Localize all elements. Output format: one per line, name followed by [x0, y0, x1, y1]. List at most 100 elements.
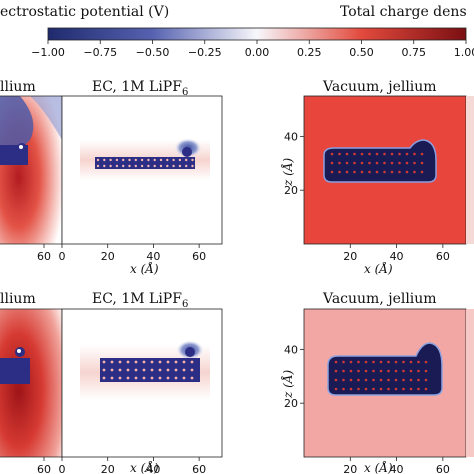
- x-tick-label: 40: [146, 250, 160, 263]
- atom-marker: [118, 360, 122, 364]
- atom-marker: [178, 164, 182, 168]
- atom-marker: [342, 387, 345, 391]
- colorbar-tick-label: 0.25: [297, 46, 322, 59]
- atom-marker: [190, 360, 194, 364]
- colorbar-tick-label: −0.75: [83, 46, 117, 59]
- atom-marker: [182, 376, 186, 380]
- atom-marker: [409, 378, 413, 382]
- panel-top-right-title: Vacuum, jellium: [322, 79, 437, 95]
- atom-marker: [345, 170, 349, 174]
- x-tick-label: 60: [436, 463, 450, 474]
- atom-marker: [379, 369, 383, 373]
- y-axis-label-bot-right: z (Å): [280, 370, 295, 399]
- atom-marker: [96, 158, 100, 162]
- atom-marker: [368, 161, 371, 165]
- atom-marker: [103, 164, 106, 168]
- atom-marker: [110, 376, 114, 380]
- atom-marker: [128, 164, 131, 168]
- atom-marker: [338, 161, 341, 165]
- atom-marker: [394, 369, 398, 373]
- atom-marker: [147, 164, 150, 168]
- atom-marker: [349, 387, 353, 391]
- y-axis-label-top-right: z (Å): [280, 158, 295, 187]
- atom-marker: [115, 158, 119, 162]
- atom-marker: [153, 158, 156, 162]
- atom-marker: [174, 368, 178, 372]
- y-tick-label: 40: [284, 343, 298, 356]
- atom-marker: [109, 164, 112, 168]
- atom-marker: [166, 158, 169, 162]
- colorbar-ticks: −1.00 −0.75 −0.50 −0.25 0.00 0.25 0.50 0.75 1.00: [31, 40, 474, 59]
- x-axis-label-top-right: x (Å): [364, 261, 393, 276]
- atom-marker: [159, 158, 163, 162]
- atom-marker: [190, 368, 194, 372]
- atom-marker: [398, 152, 401, 156]
- atom-marker: [353, 170, 356, 174]
- panel-bot-left-title: llium: [0, 291, 36, 307]
- y-tick-label: 20: [284, 397, 298, 410]
- x-tick-label: 60: [37, 250, 51, 263]
- atom-marker: [394, 360, 398, 364]
- atom-marker: [364, 378, 368, 382]
- atom-marker: [390, 170, 394, 174]
- atom-marker: [372, 387, 375, 391]
- atom-marker: [349, 378, 353, 382]
- atom-marker: [417, 387, 420, 391]
- atom-marker: [417, 369, 420, 373]
- atom-marker: [353, 161, 356, 165]
- atom-marker: [353, 152, 356, 156]
- panel-bot-right-title: Vacuum, jellium: [322, 291, 437, 307]
- atom-marker: [96, 164, 100, 168]
- atom-marker: [364, 360, 368, 364]
- atom-marker: [330, 170, 334, 174]
- atom-marker: [134, 164, 137, 168]
- atom-marker: [409, 387, 413, 391]
- x-axis-label-bot-mid: x (Å): [130, 460, 159, 474]
- atom-marker: [330, 161, 334, 165]
- atom-marker: [372, 369, 375, 373]
- atom-marker: [357, 378, 360, 382]
- atom-marker: [185, 164, 188, 168]
- panel-bot-mid-title: EC, 1M LiPF6: [92, 291, 188, 310]
- atom-marker: [150, 360, 154, 364]
- atom-marker: [390, 152, 394, 156]
- panel-top-right: [303, 95, 474, 245]
- atom-marker: [182, 360, 186, 364]
- atom-marker: [357, 387, 360, 391]
- atom-marker: [342, 360, 345, 364]
- atom-marker: [166, 360, 170, 364]
- atom-marker: [413, 161, 416, 165]
- atom-marker: [142, 360, 146, 364]
- atom-marker: [172, 164, 175, 168]
- x-axis-label-top-mid: x (Å): [130, 261, 159, 276]
- atom-marker: [166, 376, 170, 380]
- atom-marker: [122, 158, 125, 162]
- atom-marker: [402, 360, 405, 364]
- atom-marker: [360, 152, 364, 156]
- atom-marker: [110, 368, 114, 372]
- atom-marker: [185, 158, 188, 162]
- atom-marker: [102, 376, 106, 380]
- atom-marker: [342, 378, 345, 382]
- atom-marker: [191, 158, 194, 162]
- atom-marker: [109, 158, 112, 162]
- atom-marker: [182, 368, 186, 372]
- atom-marker: [360, 161, 364, 165]
- atom-marker: [375, 161, 379, 165]
- atom-marker: [375, 152, 379, 156]
- atom-marker: [345, 161, 349, 165]
- colorbar-tick-label: 0.50: [349, 46, 374, 59]
- atom-marker: [134, 368, 138, 372]
- atom-marker: [118, 376, 122, 380]
- panel-top-mid: [61, 95, 223, 245]
- atom-marker: [368, 170, 371, 174]
- x-tick-label: 20: [101, 250, 115, 263]
- atom-marker: [128, 158, 131, 162]
- colorbar: [47, 27, 467, 41]
- atom-marker: [126, 376, 130, 380]
- atom-marker: [420, 161, 424, 165]
- atom-marker: [122, 164, 125, 168]
- atom-marker: [118, 368, 122, 372]
- colorbar-tick-label: −0.50: [136, 46, 170, 59]
- atom-marker: [424, 378, 428, 382]
